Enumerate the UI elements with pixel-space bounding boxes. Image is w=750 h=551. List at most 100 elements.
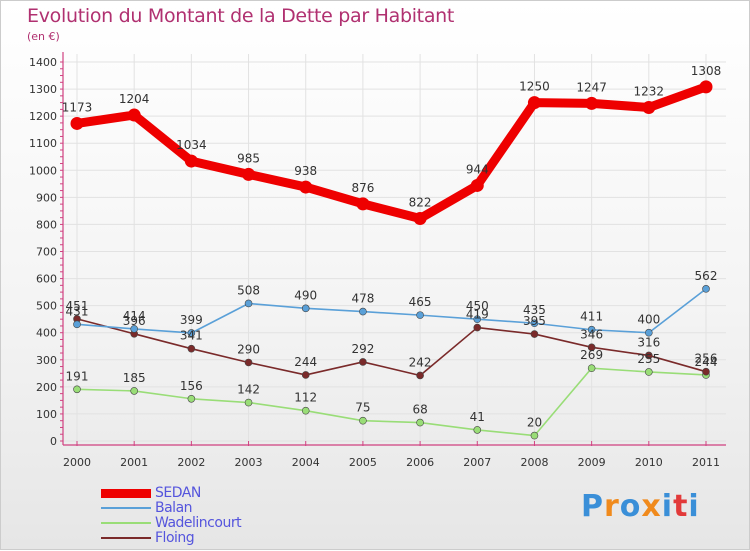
data-point	[244, 299, 253, 308]
legend-label: Floing	[155, 530, 195, 546]
data-point	[470, 178, 484, 192]
data-label: 75	[355, 401, 370, 415]
data-label: 465	[409, 295, 432, 309]
data-point	[359, 358, 367, 366]
data-point	[130, 325, 138, 333]
y-tick-label: 600	[36, 273, 57, 286]
data-point	[244, 358, 253, 367]
data-label: 185	[123, 371, 146, 385]
x-tick-label: 2009	[578, 456, 606, 469]
y-tick-label: 800	[36, 218, 57, 231]
data-label: 1034	[176, 138, 207, 152]
data-point	[413, 211, 427, 225]
data-point	[299, 180, 313, 194]
data-point	[587, 325, 596, 334]
data-label: 316	[637, 335, 660, 349]
y-tick-label: 1000	[29, 164, 57, 177]
data-label: 191	[66, 369, 89, 383]
data-point	[585, 96, 599, 110]
x-tick-label: 2006	[406, 456, 434, 469]
y-tick-label: 300	[36, 354, 57, 367]
data-label: 400	[637, 313, 660, 327]
x-tick-label: 2002	[177, 456, 205, 469]
data-point	[587, 343, 596, 352]
legend-swatch	[101, 522, 151, 524]
data-point	[702, 367, 710, 376]
data-point	[473, 426, 482, 434]
data-point	[356, 197, 370, 211]
data-label: 419	[466, 308, 489, 322]
legend-label: SEDAN	[155, 485, 201, 501]
data-label: 411	[580, 310, 603, 324]
data-point	[301, 406, 310, 415]
series-line-wadelincourt	[76, 367, 707, 437]
data-label: 142	[237, 383, 260, 397]
data-point	[70, 116, 84, 130]
data-point	[645, 351, 653, 360]
series-line-balan	[76, 288, 707, 334]
data-label: 269	[580, 348, 603, 362]
data-point	[130, 387, 138, 395]
data-label: 341	[180, 329, 203, 343]
data-point	[359, 307, 367, 316]
data-label: 41	[470, 410, 485, 424]
data-point	[244, 398, 253, 407]
data-label: 292	[351, 342, 374, 356]
data-label: 396	[123, 314, 146, 328]
data-label: 244	[695, 355, 718, 369]
y-tick-label: 500	[36, 300, 57, 313]
x-tick-label: 2011	[692, 456, 720, 469]
data-label: 395	[523, 314, 546, 328]
x-tick-label: 2010	[635, 456, 663, 469]
data-point	[416, 311, 424, 319]
data-point	[301, 371, 310, 379]
data-point	[73, 320, 81, 329]
data-label: 290	[237, 342, 260, 356]
data-label: 20	[527, 416, 542, 430]
data-label: 876	[351, 181, 374, 195]
data-label: 399	[180, 313, 203, 327]
data-point	[416, 371, 424, 380]
legend-item-floing: Floing	[101, 530, 301, 546]
data-point	[473, 323, 482, 332]
data-point	[642, 100, 656, 114]
data-label: 1173	[62, 100, 93, 114]
series-line-sedan	[72, 82, 711, 223]
data-point	[702, 285, 710, 293]
data-label: 112	[294, 391, 317, 405]
chart-subtitle: (en €)	[27, 30, 60, 43]
data-point	[187, 329, 196, 337]
data-label: 1250	[519, 80, 550, 94]
data-label: 562	[695, 269, 718, 283]
data-label: 68	[412, 403, 427, 417]
series-line-floing	[76, 318, 707, 377]
x-tick-label: 2007	[463, 456, 491, 469]
y-tick-label: 1100	[29, 137, 57, 150]
data-label: 1204	[119, 92, 150, 106]
data-label: 244	[294, 355, 317, 369]
legend-item-wadelincourt: Wadelincourt	[101, 515, 301, 531]
data-label: 346	[580, 327, 603, 341]
data-label: 414	[123, 309, 146, 323]
legend-label: Wadelincourt	[155, 515, 242, 531]
y-tick-label: 400	[36, 327, 57, 340]
x-tick-label: 2004	[292, 456, 320, 469]
data-label: 1232	[634, 84, 665, 98]
data-point	[473, 315, 482, 323]
legend-swatch	[101, 507, 151, 509]
data-label: 944	[466, 162, 489, 176]
data-label: 822	[409, 195, 432, 209]
y-tick-label: 1400	[29, 56, 57, 69]
y-tick-label: 900	[36, 191, 57, 204]
data-point	[242, 167, 256, 181]
data-point	[530, 319, 539, 328]
data-label: 435	[523, 303, 546, 317]
data-point	[530, 330, 539, 338]
data-label: 1308	[691, 64, 722, 78]
x-tick-label: 2001	[120, 456, 148, 469]
proxiti-logo: Proxiti	[581, 489, 700, 524]
x-tick-label: 2005	[349, 456, 377, 469]
legend-item-balan: Balan	[101, 500, 301, 516]
